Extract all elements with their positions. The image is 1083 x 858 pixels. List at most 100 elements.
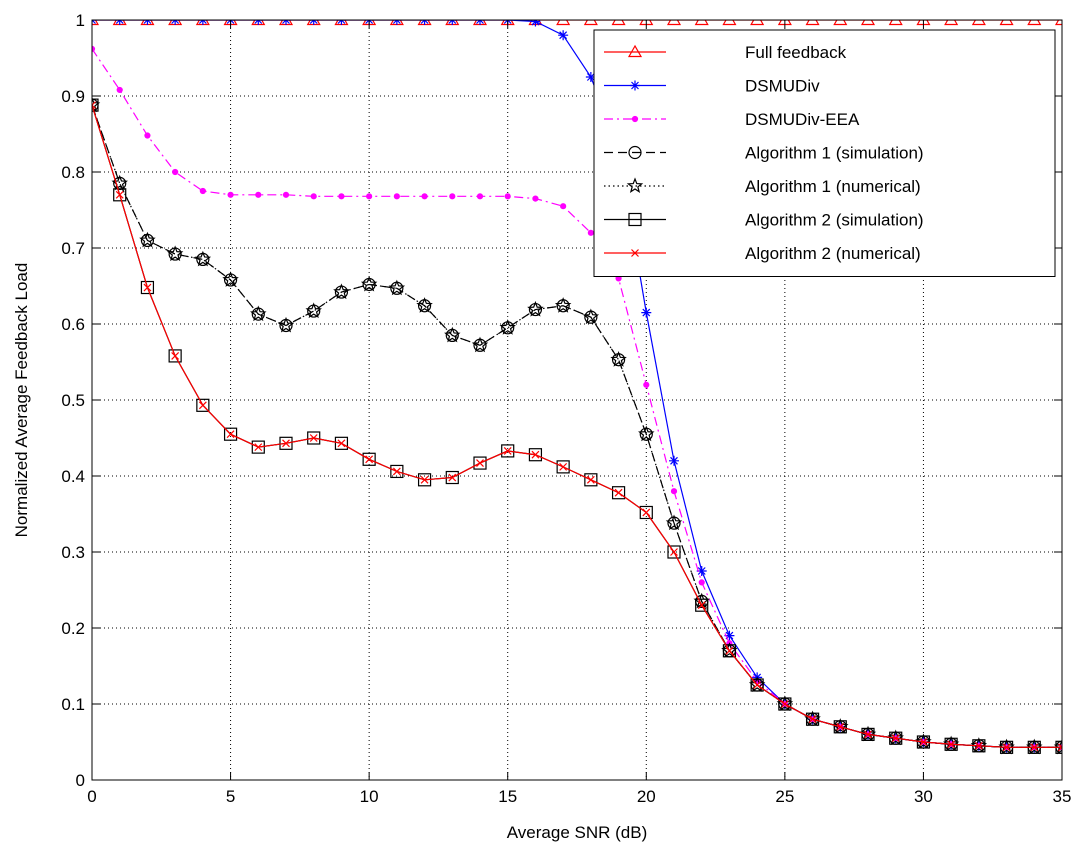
data-point bbox=[171, 351, 180, 360]
y-tick-label: 0 bbox=[76, 771, 85, 790]
data-point bbox=[250, 305, 267, 322]
data-point bbox=[222, 271, 239, 287]
data-point bbox=[448, 473, 457, 482]
data-point bbox=[1053, 738, 1062, 755]
data-point bbox=[92, 96, 101, 113]
data-point bbox=[168, 349, 182, 363]
x-axis-label: Average SNR (dB) bbox=[507, 823, 647, 842]
y-tick-label: 0.8 bbox=[61, 163, 85, 182]
data-point bbox=[392, 467, 401, 476]
data-point bbox=[808, 715, 817, 724]
data-point bbox=[584, 473, 598, 487]
legend-item: Full feedback bbox=[604, 43, 847, 62]
data-point bbox=[421, 193, 428, 200]
data-point bbox=[780, 700, 789, 708]
data-point bbox=[888, 20, 903, 26]
data-point bbox=[416, 297, 433, 313]
axis-ticks: 0 5 10 15 20 25 30 35 0 0.1 0.2 0.3 0.4 0.5 0.6 0.7 0.8 0… bbox=[61, 11, 1071, 806]
data-point bbox=[92, 98, 99, 112]
data-point bbox=[642, 508, 651, 517]
y-tick-label: 0.2 bbox=[61, 619, 85, 638]
data-point bbox=[836, 722, 845, 731]
data-point bbox=[891, 734, 900, 743]
legend-label: DSMUDiv-EEA bbox=[745, 110, 860, 129]
data-point bbox=[944, 20, 959, 26]
data-point bbox=[282, 439, 290, 448]
data-point bbox=[499, 319, 516, 335]
data-point bbox=[531, 450, 540, 459]
data-point bbox=[116, 86, 123, 94]
legend-marker bbox=[628, 212, 642, 227]
data-point bbox=[698, 579, 705, 586]
data-point bbox=[864, 730, 872, 739]
data-point bbox=[670, 548, 678, 556]
data-point bbox=[444, 326, 461, 343]
legend-label: Full feedback bbox=[745, 43, 847, 62]
y-tick-label: 0.3 bbox=[61, 543, 85, 562]
data-point bbox=[722, 20, 737, 26]
data-point bbox=[115, 190, 124, 199]
data-point bbox=[279, 436, 293, 450]
legend: Full feedback DSMUDiv DSMUDiv-EEA Algorithm… bbox=[593, 29, 1056, 277]
data-point bbox=[333, 283, 350, 300]
data-point bbox=[889, 731, 903, 745]
data-point bbox=[753, 681, 762, 689]
legend-label: DSMUDiv bbox=[745, 77, 820, 96]
data-point bbox=[559, 462, 568, 471]
data-point bbox=[420, 475, 429, 484]
data-point bbox=[639, 505, 653, 520]
x-tick-label: 25 bbox=[775, 787, 794, 806]
y-tick-label: 0.9 bbox=[61, 87, 85, 106]
legend-label: Algorithm 1 (numerical) bbox=[745, 177, 921, 196]
data-point bbox=[251, 440, 265, 454]
x-tick-label: 30 bbox=[914, 787, 933, 806]
legend-box bbox=[593, 29, 1056, 277]
y-tick-label: 0.5 bbox=[61, 391, 85, 410]
data-point bbox=[1026, 738, 1043, 755]
y-tick-label: 0.6 bbox=[61, 315, 85, 334]
data-point bbox=[638, 425, 655, 442]
data-point bbox=[560, 203, 567, 210]
data-point bbox=[503, 446, 512, 455]
data-point bbox=[198, 401, 207, 410]
data-point bbox=[143, 283, 152, 292]
data-point bbox=[532, 195, 539, 202]
data-point bbox=[750, 678, 764, 692]
data-point bbox=[365, 455, 374, 464]
data-point bbox=[1002, 743, 1011, 752]
data-point bbox=[750, 20, 765, 26]
data-point bbox=[554, 297, 572, 313]
legend-item: Algorithm 2 (simulation) bbox=[604, 211, 924, 230]
data-point bbox=[277, 316, 295, 333]
x-tick-label: 5 bbox=[226, 787, 235, 806]
data-point bbox=[641, 307, 652, 318]
y-tick-label: 0.1 bbox=[61, 695, 85, 714]
data-point bbox=[194, 250, 212, 267]
data-point bbox=[362, 452, 376, 466]
data-point bbox=[999, 20, 1014, 26]
data-point bbox=[305, 302, 322, 319]
data-point bbox=[528, 448, 543, 462]
data-point bbox=[111, 174, 128, 191]
data-point bbox=[832, 718, 849, 734]
data-point bbox=[670, 488, 678, 495]
data-point bbox=[223, 427, 238, 441]
legend-marker bbox=[631, 115, 639, 123]
data-point bbox=[310, 193, 317, 200]
data-point bbox=[334, 436, 349, 450]
legend-marker bbox=[630, 80, 640, 91]
data-point bbox=[556, 460, 570, 474]
data-point bbox=[144, 132, 151, 139]
data-point bbox=[669, 455, 679, 466]
data-point bbox=[527, 300, 544, 317]
legend-item: Algorithm 2 (numerical) bbox=[604, 244, 921, 263]
legend-item: DSMUDiv-EEA bbox=[604, 110, 860, 129]
x-tick-label: 15 bbox=[498, 787, 517, 806]
data-point bbox=[974, 741, 983, 750]
legend-marker bbox=[626, 177, 644, 194]
data-point bbox=[861, 727, 875, 742]
data-point bbox=[307, 431, 321, 445]
data-point bbox=[282, 191, 290, 198]
